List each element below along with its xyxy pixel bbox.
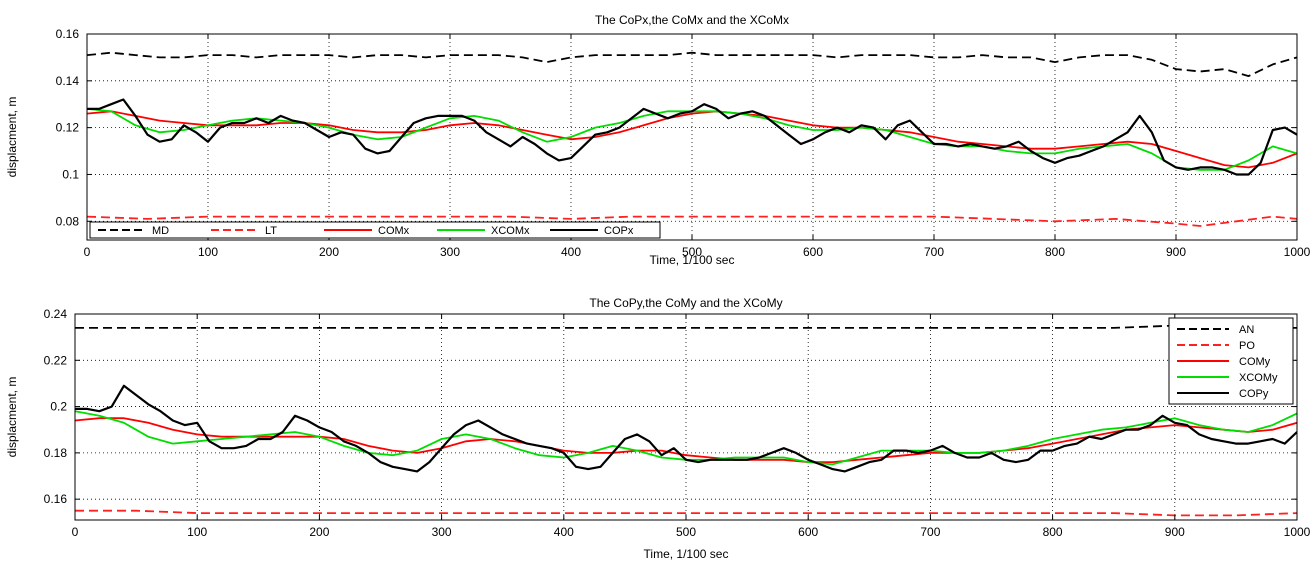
y-axis-label: displacment, m [5,97,19,178]
x-tick-label: 400 [561,245,581,259]
series-line-lt [87,215,1297,227]
x-tick-label: 0 [72,525,79,539]
legend-label: XCOMy [1239,372,1278,384]
x-tick-label: 200 [319,245,339,259]
x-tick-label: 0 [84,245,91,259]
y-tick-label: 0.24 [44,307,68,321]
legend-box [89,221,661,239]
series-line-an [75,324,1297,329]
y-tick-label: 0.16 [56,27,80,41]
x-tick-label: 900 [1165,525,1185,539]
x-tick-label: 500 [676,525,696,539]
x-axis-label: Time, 1/100 sec [644,547,729,561]
y-tick-label: 0.2 [50,400,67,414]
series-line-comy [75,417,1297,463]
x-tick-label: 700 [920,525,940,539]
legend-label: COMy [1239,356,1271,368]
legend-label: MD [152,225,169,237]
x-tick-label: 300 [440,245,460,259]
legend-label: PO [1239,340,1255,352]
chart-title: The CoPy,the CoMy and the XCoMy [589,296,782,310]
chart-panel-2: The CoPy,the CoMy and the XCoMy 0 100 200 30… [5,296,1311,561]
legend-label: COPx [604,225,634,237]
y-tick-label: 0.1 [62,167,79,181]
x-tick-label: 100 [187,525,207,539]
series-line-copy [75,384,1297,473]
y-axis-label: displacment, m [5,377,19,458]
y-tick-label: 0.22 [44,353,68,367]
y-tick-label: 0.18 [44,446,68,460]
legend-label: COPy [1239,388,1269,400]
series-line-comx [87,110,1297,169]
x-tick-label: 800 [1045,245,1065,259]
x-axis-label: Time, 1/100 sec [650,253,735,267]
legend-label: XCOMx [491,225,530,237]
series-group [87,51,1297,227]
legend-box [1168,317,1294,405]
y-tick-label: 0.08 [56,214,80,228]
chart-title: The CoPx,the CoMx and the XCoMx [595,13,789,27]
legend-label: LT [265,225,277,237]
x-tick-label: 200 [309,525,329,539]
x-tick-label: 1000 [1284,245,1311,259]
x-tick-label: 300 [432,525,452,539]
x-tick-label: 800 [1043,525,1063,539]
y-tick-label: 0.12 [56,121,80,135]
x-tick-label: 1000 [1284,525,1311,539]
legend-label: AN [1239,324,1254,336]
legend: AN PO COMy XCOMy COPy [1168,317,1294,405]
series-group [75,324,1297,517]
x-tick-label: 600 [803,245,823,259]
x-tick-label: 900 [1166,245,1186,259]
x-tick-label: 500 [682,245,702,259]
legend: MD LT COMx XCOMx COPx [89,221,661,239]
x-tick-label: 700 [924,245,944,259]
series-line-md [87,51,1297,77]
legend-label: COMx [378,225,410,237]
y-tick-label: 0.14 [56,74,80,88]
series-line-po [75,509,1297,517]
x-tick-label: 100 [198,245,218,259]
x-tick-label: 400 [554,525,574,539]
y-tick-label: 0.16 [44,492,68,506]
x-tick-label: 600 [798,525,818,539]
series-line-copx [87,98,1297,176]
chart-panel-1: The CoPx,the CoMx and the XCoMx 0 100 200 30… [5,13,1311,267]
